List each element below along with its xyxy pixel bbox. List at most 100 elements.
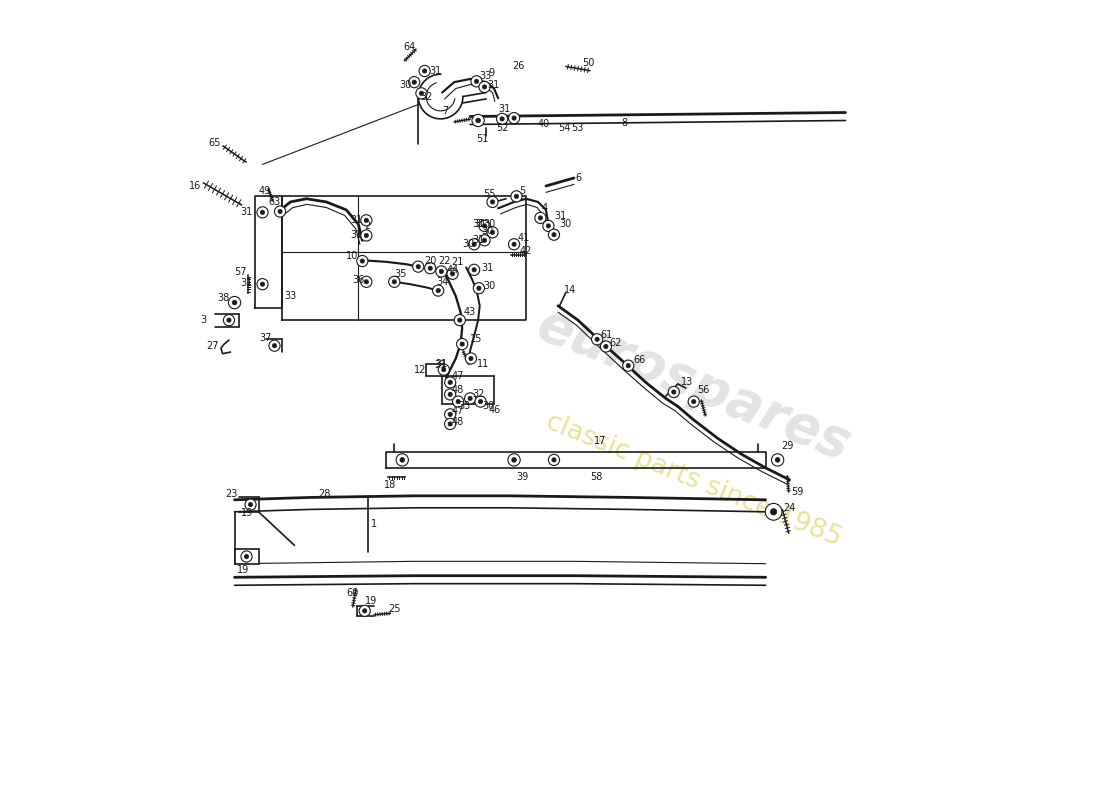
Circle shape [592,334,603,345]
Circle shape [438,364,450,375]
Text: 40: 40 [538,119,550,130]
Circle shape [447,268,459,279]
Circle shape [476,286,481,290]
Circle shape [469,356,473,361]
Text: 43: 43 [464,307,476,317]
Circle shape [776,458,780,462]
Circle shape [257,278,268,290]
Circle shape [483,224,486,228]
Circle shape [491,200,495,204]
Text: 19: 19 [241,509,253,518]
Circle shape [692,399,696,404]
Circle shape [766,503,782,520]
Text: 66: 66 [634,355,646,365]
Text: 58: 58 [590,473,603,482]
Text: 9: 9 [488,68,495,78]
Circle shape [278,210,283,214]
Circle shape [500,117,504,121]
Text: 65: 65 [208,138,221,148]
Circle shape [432,285,443,296]
Circle shape [245,499,256,510]
Text: 31: 31 [554,211,566,222]
Circle shape [444,377,455,388]
Text: 2: 2 [365,221,371,231]
Text: 30: 30 [482,226,494,236]
Text: 41: 41 [517,233,529,243]
Circle shape [412,261,424,272]
Circle shape [464,393,475,404]
Text: 15: 15 [470,334,483,343]
Text: 10: 10 [346,251,359,262]
Circle shape [363,609,366,613]
Text: 47: 47 [452,371,464,381]
Circle shape [428,266,432,270]
Circle shape [241,551,252,562]
Text: 18: 18 [384,481,396,490]
Circle shape [452,396,464,407]
Text: 13: 13 [681,378,693,387]
Circle shape [468,396,472,401]
Circle shape [436,289,440,293]
Text: 37: 37 [260,333,272,342]
Circle shape [473,282,484,294]
Text: 51: 51 [476,134,488,144]
Circle shape [483,85,486,89]
Circle shape [456,338,468,350]
Circle shape [416,88,427,99]
Circle shape [454,314,465,326]
Circle shape [458,318,462,322]
Text: classic parts since 1985: classic parts since 1985 [542,409,845,551]
Circle shape [623,360,634,371]
Text: 48: 48 [452,386,464,395]
Text: 31: 31 [240,278,252,288]
Circle shape [364,280,368,284]
Circle shape [273,343,276,348]
Text: 14: 14 [564,285,576,294]
Circle shape [419,91,424,95]
Circle shape [478,82,491,93]
Text: 36: 36 [352,275,364,286]
Circle shape [508,238,519,250]
Text: 59: 59 [791,487,804,497]
Circle shape [491,230,495,234]
Circle shape [364,234,368,238]
Text: 19: 19 [236,565,250,575]
Text: 11: 11 [476,359,488,369]
Text: 56: 56 [697,386,710,395]
Circle shape [448,422,452,426]
Circle shape [542,220,554,231]
Circle shape [538,216,542,220]
Circle shape [444,389,455,400]
Bar [234,550,258,564]
Text: 19: 19 [365,596,377,606]
Circle shape [535,212,546,223]
Circle shape [448,380,452,385]
Text: 31: 31 [487,79,500,90]
Text: 6: 6 [575,173,582,183]
Circle shape [469,264,480,275]
Circle shape [552,458,557,462]
Text: 23: 23 [226,490,238,499]
Circle shape [275,206,286,217]
Circle shape [448,412,452,417]
Text: 12: 12 [415,366,427,375]
Text: 54: 54 [558,122,571,133]
Text: 33: 33 [284,291,296,301]
Text: 55: 55 [483,189,495,199]
Circle shape [456,399,460,404]
Circle shape [232,300,236,305]
Text: eurospares: eurospares [529,298,858,470]
Text: 57: 57 [234,267,248,278]
Circle shape [361,214,372,226]
Text: 44: 44 [447,265,459,275]
Circle shape [360,259,364,263]
Text: 52: 52 [496,122,508,133]
Circle shape [444,409,455,420]
Text: 7: 7 [442,106,449,116]
Text: 35: 35 [394,269,407,279]
Circle shape [549,229,560,240]
Text: 64: 64 [404,42,416,52]
Circle shape [364,218,368,222]
Text: 30: 30 [399,80,411,90]
Text: 42: 42 [519,246,532,257]
